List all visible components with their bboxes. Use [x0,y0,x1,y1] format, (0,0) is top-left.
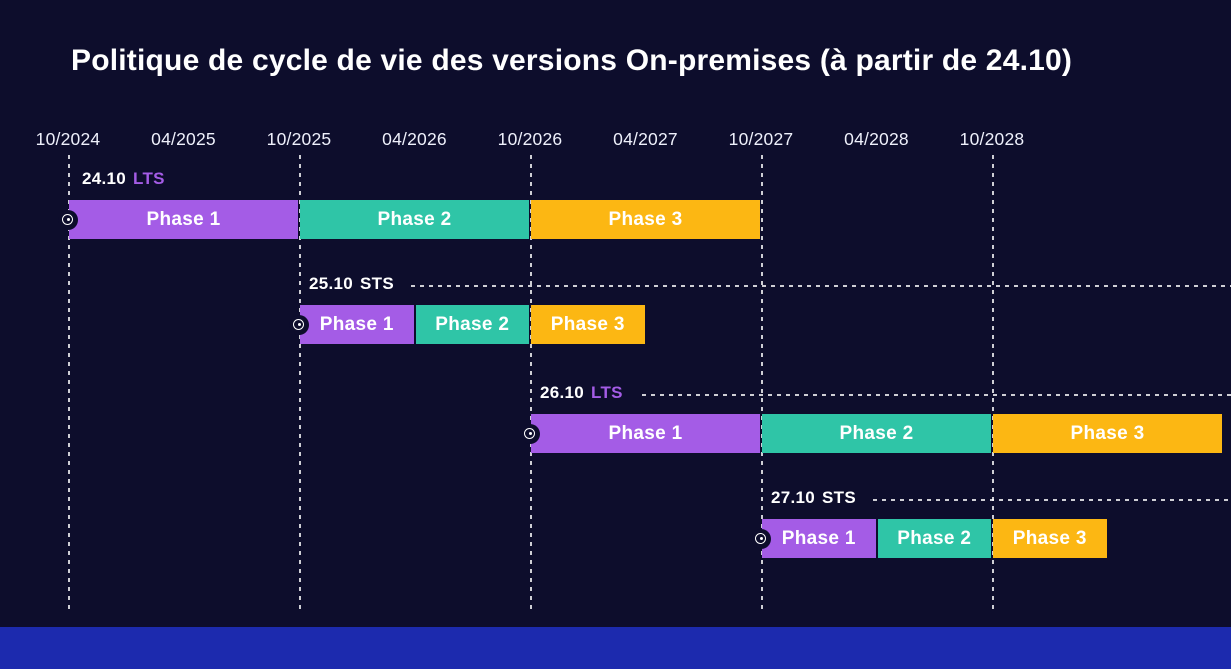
october-gridline [68,155,70,612]
october-gridline [530,155,532,612]
axis-tick-label: 04/2028 [844,129,909,149]
release-start-marker [751,528,771,549]
axis-tick-label: 04/2025 [151,129,216,149]
phase-bar: Phase 1 [531,414,760,453]
version-label: 24.10 LTS [82,169,165,189]
version-number: 26.10 [540,383,585,402]
phase-bar: Phase 2 [415,305,529,344]
row-guide-dashed-line [873,499,1231,501]
release-type-badge: STS [822,488,857,507]
release-start-marker [58,209,78,230]
axis-tick-label: 04/2026 [382,129,447,149]
phase-bar: Phase 1 [69,200,298,239]
footer-accent-band [0,627,1231,669]
release-type-badge: STS [360,274,395,293]
phase-bar: Phase 1 [762,519,876,558]
version-number: 25.10 [309,274,354,293]
version-label: 25.10 STS [309,274,394,294]
release-type-badge: LTS [133,169,165,188]
phase-bar: Phase 1 [300,305,414,344]
october-gridline [299,155,301,612]
version-label: 27.10 STS [771,488,856,508]
phase-bar: Phase 2 [300,200,529,239]
release-start-marker [520,423,540,444]
phase-bar: Phase 3 [993,519,1107,558]
october-gridline [761,155,763,612]
phase-bar: Phase 3 [531,200,760,239]
axis-tick-label: 04/2027 [613,129,678,149]
version-number: 24.10 [82,169,127,188]
row-guide-dashed-line [411,285,1231,287]
axis-tick-label: 10/2028 [959,129,1025,149]
chart-title: Politique de cycle de vie des versions O… [71,44,1073,77]
phase-bar: Phase 3 [531,305,645,344]
release-start-marker [289,314,309,335]
row-guide-dashed-line [642,394,1231,396]
phase-bar: Phase 3 [993,414,1222,453]
version-label: 26.10 LTS [540,383,623,403]
axis-tick-label: 10/2024 [35,129,101,149]
axis-tick-label: 10/2025 [266,129,332,149]
phase-bar: Phase 2 [877,519,991,558]
release-type-badge: LTS [591,383,623,402]
october-gridline [992,155,994,612]
axis-tick-label: 10/2026 [497,129,563,149]
phase-bar: Phase 2 [762,414,991,453]
version-number: 27.10 [771,488,816,507]
axis-tick-label: 10/2027 [728,129,794,149]
